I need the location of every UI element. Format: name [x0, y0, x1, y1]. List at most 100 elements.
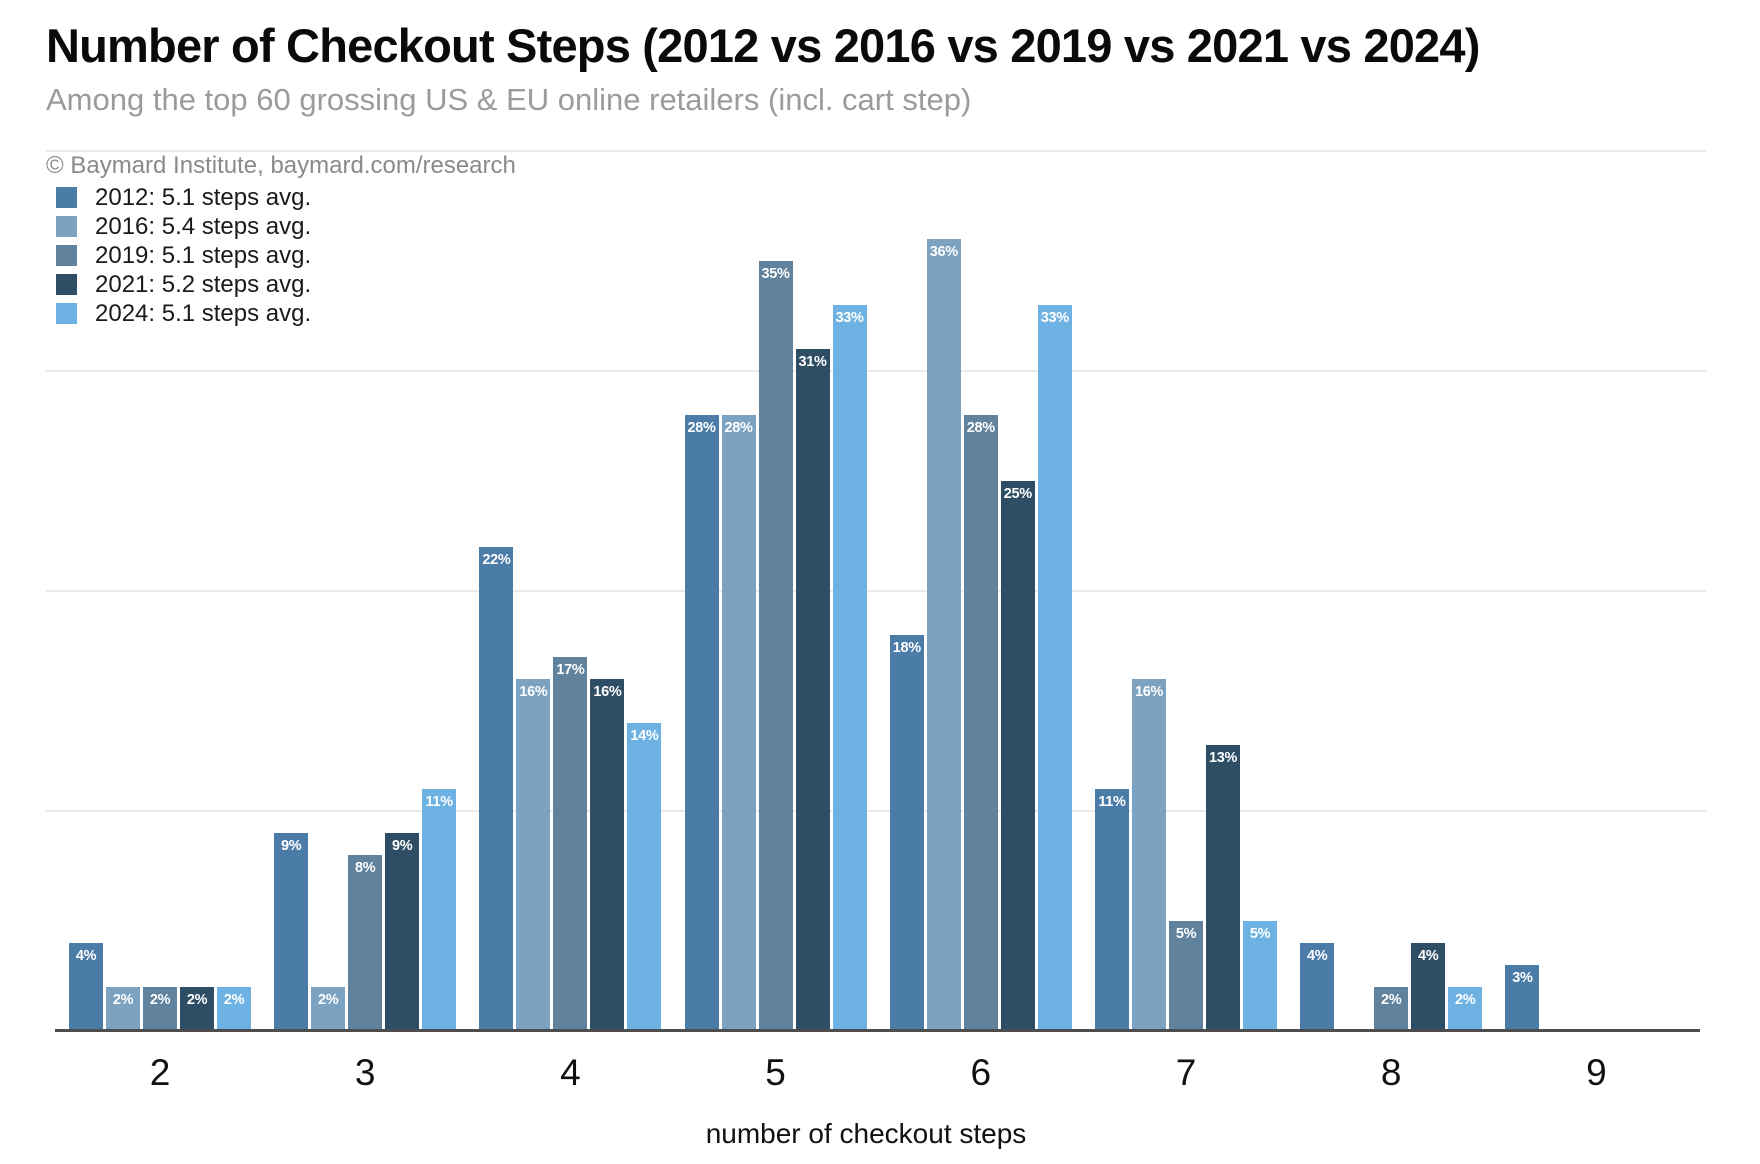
- bar-value-label: 11%: [1098, 794, 1126, 810]
- bar-group-7-steps: 11% 16% 5% 13% 5%: [1095, 151, 1277, 1031]
- bar-2012-steps-3: 9%: [274, 833, 309, 1031]
- bar-value-label: 25%: [1003, 486, 1032, 502]
- legend-swatch-2016: [56, 216, 77, 237]
- bar-slot-2021-steps-2: 2%: [180, 151, 214, 1031]
- legend-swatch-2019: [56, 245, 77, 266]
- bar-slot-2012-steps-2: 4%: [69, 151, 103, 1031]
- bar-value-label: 4%: [1307, 948, 1328, 964]
- legend: 2012: 5.1 steps avg. 2016: 5.4 steps avg.…: [56, 183, 311, 328]
- bar-2019-steps-6: 28%: [963, 415, 998, 1031]
- bar-2021-steps-2: 2%: [180, 987, 214, 1031]
- bar-slot-2016-steps-8: [1337, 151, 1371, 1031]
- x-tick-label-5: 5: [765, 1052, 786, 1093]
- bar-value-label: 16%: [519, 684, 548, 700]
- bar-2016-steps-2: 2%: [106, 987, 140, 1031]
- bar-slot-2021-steps-6: 25%: [1000, 151, 1035, 1031]
- bar-value-label: 16%: [593, 684, 622, 700]
- chart-subtitle: Among the top 60 grossing US & EU online…: [46, 82, 972, 117]
- bar-2019-steps-2: 2%: [143, 987, 177, 1031]
- bar-group-4-steps: 22% 16% 17% 16% 14%: [479, 151, 662, 1031]
- bar-slot-2021-steps-3: 9%: [385, 151, 420, 1031]
- bar-2012-steps-7: 11%: [1095, 789, 1129, 1031]
- bar-slot-2019-steps-3: 8%: [348, 151, 383, 1031]
- bar-value-label: 13%: [1208, 750, 1238, 766]
- bar-slot-2019-steps-5: 35%: [758, 151, 793, 1031]
- bar-slot-2019-steps-7: 5%: [1169, 151, 1203, 1031]
- bar-value-label: 5%: [1175, 926, 1197, 942]
- x-tick-label-3: 3: [354, 1052, 376, 1093]
- bar-slot-2024-steps-4: 14%: [627, 151, 662, 1031]
- chart-title: Number of Checkout Steps (2012 vs 2016 v…: [46, 19, 1480, 72]
- bar-slot-2024-steps-3: 11%: [422, 151, 457, 1031]
- bar-value-label: 28%: [687, 420, 716, 436]
- bar-value-label: 9%: [392, 838, 413, 854]
- bar-slot-2021-steps-9: [1616, 151, 1650, 1031]
- bar-slot-2024-steps-7: 5%: [1243, 151, 1277, 1031]
- bar-slot-2019-steps-8: 2%: [1374, 151, 1409, 1031]
- bar-value-label: 5%: [1249, 926, 1271, 942]
- bar-slot-2016-steps-5: 28%: [721, 151, 756, 1031]
- bar-2016-steps-4: 16%: [516, 679, 551, 1031]
- bar-slot-2024-steps-5: 33%: [832, 151, 867, 1031]
- x-tick-label-9: 9: [1586, 1052, 1607, 1093]
- bar-value-label: 2%: [318, 992, 339, 1008]
- legend-label-2016: 2016: 5.4 steps avg.: [95, 212, 312, 240]
- bar-2016-steps-5: 28%: [721, 415, 756, 1031]
- bar-2019-steps-7: 5%: [1169, 921, 1203, 1031]
- bar-2024-steps-7: 5%: [1243, 921, 1277, 1031]
- gridline-10pct: [46, 810, 1706, 812]
- bar-2021-steps-3: 9%: [385, 833, 420, 1031]
- bar-value-label: 3%: [1512, 970, 1533, 986]
- bar-slot-2021-steps-8: 4%: [1411, 151, 1446, 1031]
- legend-swatch-2024: [56, 303, 77, 324]
- legend-label-2021: 2021: 5.2 steps avg.: [95, 270, 312, 298]
- bar-slot-2019-steps-9: [1579, 151, 1613, 1031]
- x-axis-line: [55, 1029, 1700, 1032]
- bar-group-2-steps: 4% 2% 2% 2% 2%: [69, 151, 251, 1031]
- bar-group-5-steps: 28% 28% 35% 31% 33%: [684, 151, 867, 1031]
- bar-2016-steps-3: 2%: [311, 987, 346, 1031]
- bar-value-label: 31%: [798, 354, 827, 370]
- copyright-attribution: © Baymard Institute, baymard.com/researc…: [46, 152, 516, 179]
- x-axis-title: number of checkout steps: [705, 1118, 1027, 1149]
- bar-value-label: 4%: [1418, 948, 1439, 964]
- bar-slot-2012-steps-6: 18%: [889, 151, 924, 1031]
- bar-group-8-steps: 4% 2% 4% 2%: [1300, 151, 1483, 1031]
- bar-value-label: 2%: [186, 992, 208, 1008]
- bar-slot-2019-steps-6: 28%: [963, 151, 998, 1031]
- bar-group-3-steps: 9% 2% 8% 9% 11%: [274, 151, 457, 1031]
- bar-2024-steps-6: 33%: [1037, 305, 1072, 1031]
- bar-value-label: 33%: [835, 310, 864, 326]
- x-tick-label-7: 7: [1175, 1052, 1197, 1093]
- bar-value-label: 16%: [1134, 684, 1164, 700]
- x-tick-label-8: 8: [1380, 1052, 1402, 1093]
- bar-value-label: 28%: [966, 420, 995, 436]
- bar-2016-steps-6: 36%: [926, 239, 961, 1031]
- bar-slot-2024-steps-6: 33%: [1037, 151, 1072, 1031]
- bar-slot-2016-steps-3: 2%: [311, 151, 346, 1031]
- bar-slot-2019-steps-2: 2%: [143, 151, 177, 1031]
- bar-group-9-steps: 3%: [1505, 151, 1687, 1031]
- bar-value-label: 33%: [1040, 310, 1069, 326]
- bar-2012-steps-2: 4%: [69, 943, 103, 1031]
- bar-2012-steps-9: 3%: [1505, 965, 1540, 1031]
- gridline-30pct: [46, 370, 1706, 372]
- legend-item-2021: 2021: 5.2 steps avg.: [56, 270, 311, 299]
- bar-2012-steps-8: 4%: [1300, 943, 1335, 1031]
- bar-value-label: 8%: [355, 860, 376, 876]
- bar-value-label: 18%: [892, 640, 921, 656]
- bar-2021-steps-6: 25%: [1000, 481, 1035, 1031]
- legend-label-2019: 2019: 5.1 steps avg.: [95, 241, 312, 269]
- bar-value-label: 2%: [112, 992, 134, 1008]
- legend-swatch-2021: [56, 274, 77, 295]
- bar-slot-2024-steps-2: 2%: [217, 151, 251, 1031]
- bar-slot-2012-steps-9: 3%: [1505, 151, 1540, 1031]
- bar-slot-2012-steps-8: 4%: [1300, 151, 1335, 1031]
- bar-2024-steps-5: 33%: [832, 305, 867, 1031]
- x-tick-label-2: 2: [149, 1052, 171, 1093]
- legend-label-2024: 2024: 5.1 steps avg.: [95, 299, 312, 327]
- bar-2019-steps-3: 8%: [348, 855, 383, 1031]
- bar-2021-steps-8: 4%: [1411, 943, 1446, 1031]
- bar-2019-steps-4: 17%: [553, 657, 588, 1031]
- bar-value-label: 9%: [281, 838, 302, 854]
